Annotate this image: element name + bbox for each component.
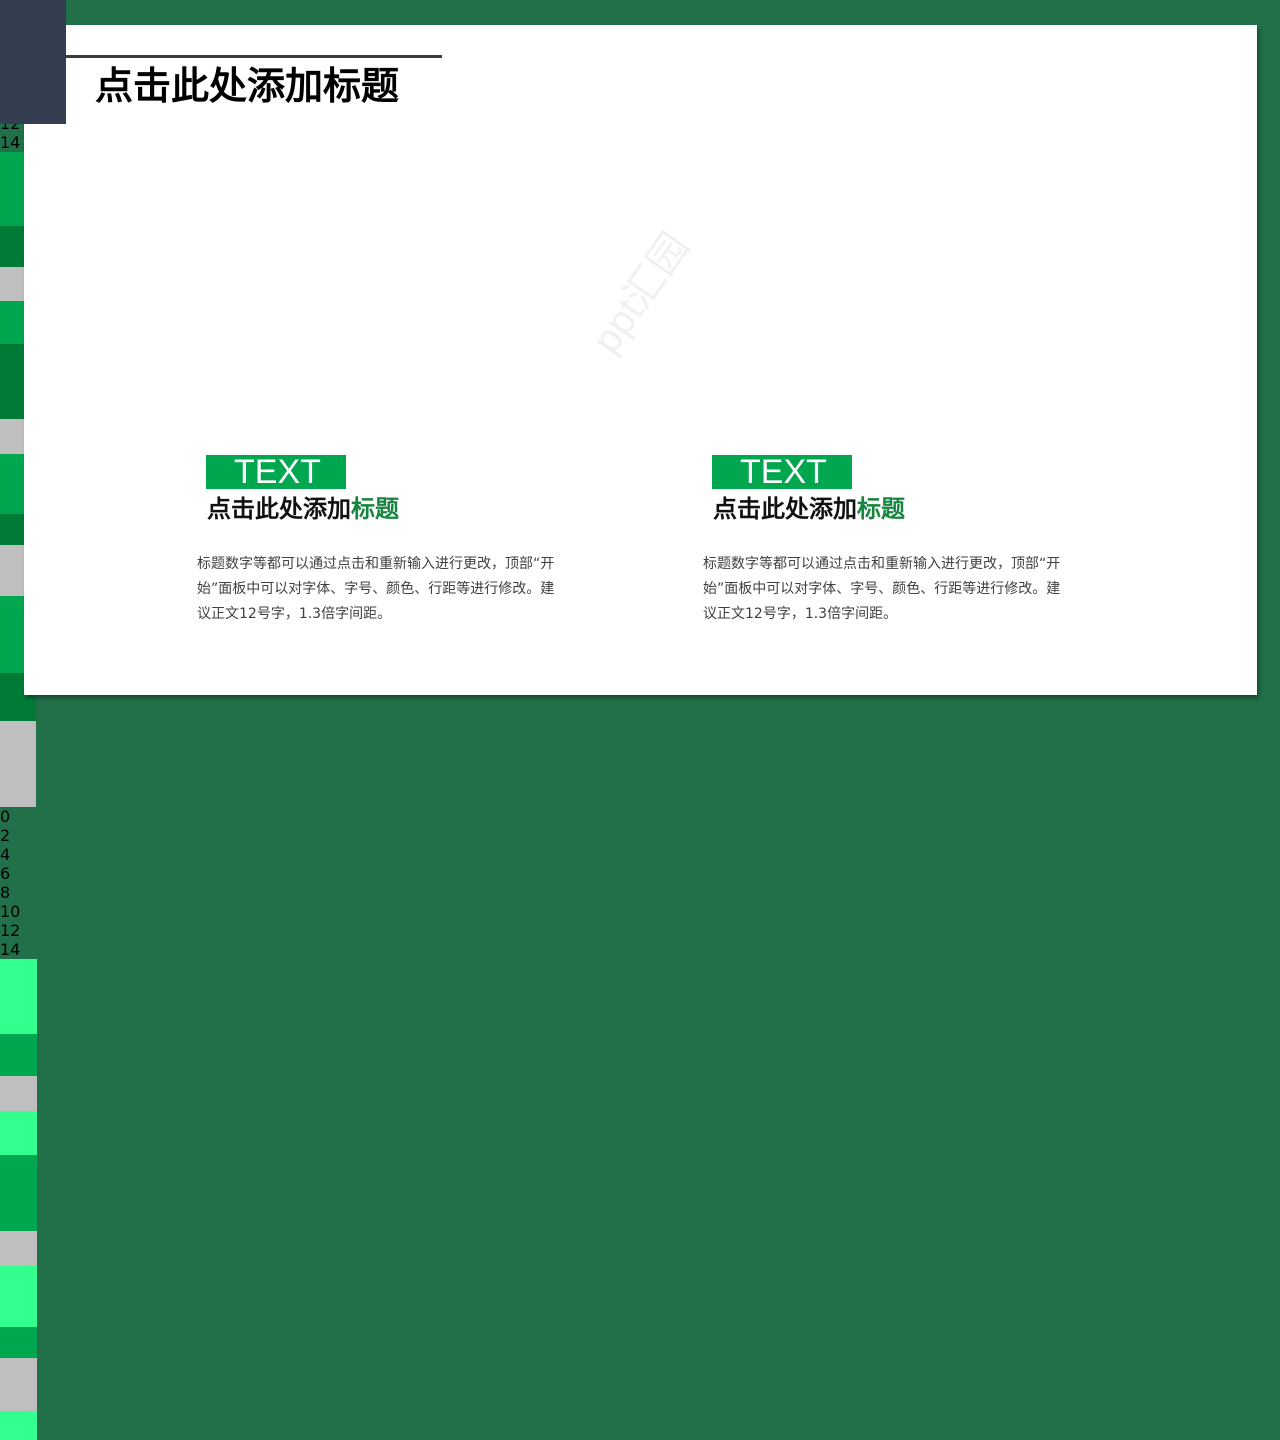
subtitle-left[interactable]: 点击此处添加标题 [207,494,399,524]
y-axis-tick-label: 0 [0,807,11,826]
bar-segment-series-2[interactable] [0,1327,37,1358]
y-axis-tick-label: 14 [0,940,21,959]
text-tag-left[interactable]: TEXT [206,455,346,489]
bar-segment-series-2[interactable] [0,1034,37,1076]
bar-segment-series-2[interactable] [0,1155,37,1231]
bar-segment-series-1[interactable] [0,1411,37,1440]
bar-segment-series-1[interactable] [0,1266,37,1327]
bar-segment-series-3[interactable] [0,721,36,807]
slide-panel [24,25,1257,695]
bar-segment-series-3[interactable] [0,1231,37,1266]
y-axis-tick-label: 4 [0,845,11,864]
subtitle-right-accent: 标题 [857,495,905,523]
subtitle-right[interactable]: 点击此处添加标题 [713,494,905,524]
bar-segment-series-3[interactable] [0,1076,37,1111]
body-text-right[interactable]: 标题数字等都可以通过点击和重新输入进行更改，顶部“开始”面板中可以对字体、字号、… [703,556,1061,622]
y-axis-tick-label: 10 [0,902,21,921]
y-axis-tick-label: 2 [0,826,11,845]
y-axis-tick-label: 14 [0,133,21,152]
y-axis-tick-label: 0 [0,0,1280,19]
y-axis-tick-label: 12 [0,921,21,940]
page-title[interactable]: 点击此处添加标题 [95,64,400,108]
bar-segment-series-1[interactable] [0,1111,37,1155]
subtitle-left-main: 点击此处添加 [207,495,351,523]
y-axis-tick-label: 6 [0,864,11,883]
title-underline [66,55,442,58]
body-text-left[interactable]: 标题数字等都可以通过点击和重新输入进行更改，顶部“开始”面板中可以对字体、字号、… [197,556,555,622]
text-tag-right[interactable]: TEXT [712,455,852,489]
bar-segment-series-1[interactable] [0,959,37,1034]
subtitle-left-accent: 标题 [351,495,399,523]
corner-accent-block [0,0,66,124]
bar-segment-series-3[interactable] [0,1358,37,1411]
subtitle-right-main: 点击此处添加 [713,495,857,523]
y-axis-tick-label: 8 [0,883,11,902]
